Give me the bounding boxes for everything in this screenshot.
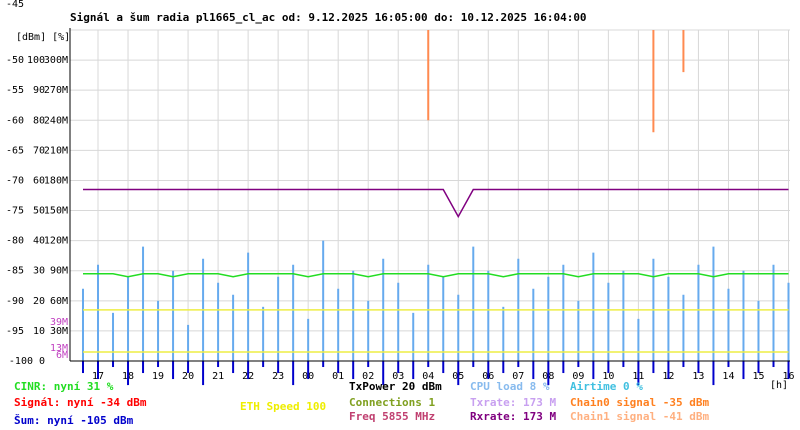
y3-tick-label: 60M	[50, 296, 68, 307]
y3-tick-label: 240M	[44, 115, 68, 126]
x-tick-label: 15	[752, 371, 764, 382]
y-tick-label: -80	[6, 236, 24, 247]
y-tick-label: -100	[9, 356, 33, 367]
y3-tick-label: 210M	[44, 145, 68, 156]
legend-entry: CINR: nyní 31 %	[14, 380, 114, 393]
y3-tick-label: 270M	[44, 85, 68, 96]
series-line	[82, 272, 789, 278]
y2-tick-label: 70	[33, 145, 45, 156]
x-tick-label: 19	[152, 371, 164, 382]
x-tick-label: 23	[272, 371, 284, 382]
y3-mark-label: 6M	[56, 350, 68, 361]
x-tick-label: 20	[182, 371, 194, 382]
x-tick-label: 14	[722, 371, 734, 382]
legend-entry: ETH Speed 100	[240, 400, 326, 413]
y2-tick-label: 50	[33, 206, 45, 217]
y3-tick-label: 30M	[50, 326, 68, 337]
y-tick-label: -50	[6, 55, 24, 66]
legend-entry: CPU load 8 %	[470, 380, 550, 393]
y2-tick-label: 40	[33, 236, 45, 247]
y2-tick-label: 80	[33, 115, 45, 126]
y3-tick-label: 120M	[44, 236, 68, 247]
y-tick-label: -60	[6, 115, 24, 126]
y2-tick-label: 60	[33, 175, 45, 186]
y3-tick-label: 150M	[44, 206, 68, 217]
x-tick-label: 04	[422, 371, 434, 382]
x-tick-label: 10	[602, 371, 614, 382]
legend-entry: Signál: nyní -34 dBm	[14, 396, 147, 409]
y-tick-label: -95	[6, 326, 24, 337]
y-tick-label: -45	[6, 0, 24, 10]
y2-tick-label: 0	[39, 356, 45, 367]
legend-entry: Txrate: 173 M	[470, 396, 556, 409]
x-tick-label: 21	[212, 371, 224, 382]
legend-entry: Connections 1	[349, 396, 435, 409]
y3-tick-label: 300M	[44, 55, 68, 66]
x-tick-label: 02	[362, 371, 374, 382]
y3-mark-label: 13M	[50, 343, 68, 354]
legend-entry: Chain0 signal -35 dBm	[570, 396, 709, 409]
y2-tick-label: 100	[27, 55, 45, 66]
x-tick-label: 01	[332, 371, 344, 382]
y2-tick-label: 20	[33, 296, 45, 307]
legend-entry: Chain1 signal -41 dBm	[570, 410, 709, 423]
chart-title: Signál a šum radia pl1665_cl_ac od: 9.12…	[70, 11, 587, 24]
y-tick-label: -85	[6, 266, 24, 277]
x-unit-label: [h]	[770, 380, 788, 391]
y2-tick-label: 30	[33, 266, 45, 277]
y-unit-label: [dBm] [%]	[16, 32, 70, 43]
legend-entry: Šum: nyní -105 dBm	[14, 414, 134, 427]
y-tick-label: -90	[6, 296, 24, 307]
x-tick-label: 07	[512, 371, 524, 382]
y-tick-label: -75	[6, 206, 24, 217]
y-tick-label: -55	[6, 85, 24, 96]
legend-entry: TxPower 20 dBm	[349, 380, 442, 393]
series-line	[82, 188, 789, 219]
y3-tick-label: 180M	[44, 175, 68, 186]
y3-mark-label: 39M	[50, 317, 68, 328]
x-tick-label: 03	[392, 371, 404, 382]
y2-tick-label: 90	[33, 85, 45, 96]
y2-tick-label: 10	[33, 326, 45, 337]
legend-entry: Airtime 0 %	[570, 380, 643, 393]
y3-tick-label: 90M	[50, 266, 68, 277]
y-tick-label: -65	[6, 145, 24, 156]
y-tick-label: -70	[6, 175, 24, 186]
legend-entry: Freq 5855 MHz	[349, 410, 435, 423]
x-tick-label: 09	[572, 371, 584, 382]
legend-entry: Rxrate: 173 M	[470, 410, 556, 423]
x-tick-label: 13	[692, 371, 704, 382]
